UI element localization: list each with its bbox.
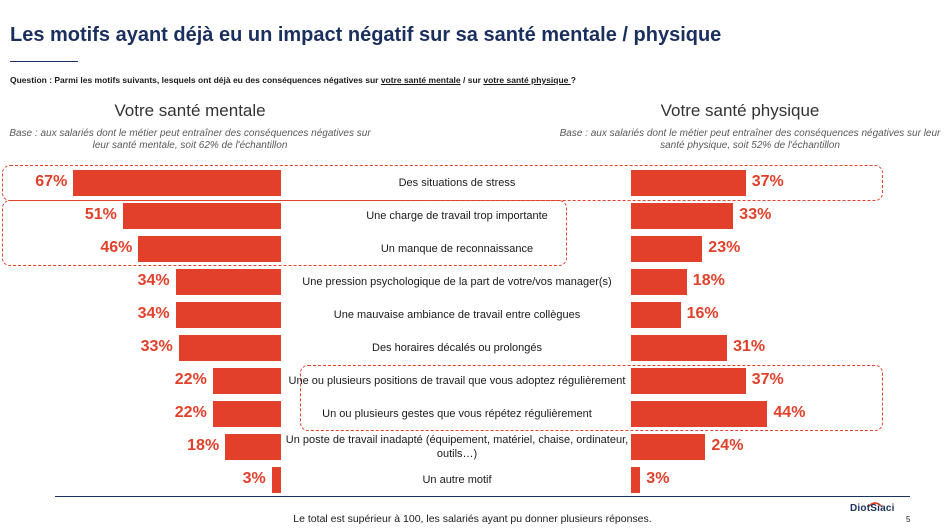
bar-mental — [73, 170, 281, 196]
title-underline — [10, 61, 78, 62]
value-label-physical: 37% — [751, 371, 784, 388]
bar-physical — [631, 236, 703, 262]
bar-mental — [212, 401, 281, 427]
logo-mark-icon — [868, 502, 882, 507]
value-label-physical: 37% — [751, 173, 784, 190]
category-label: Un autre motif — [422, 474, 492, 486]
value-label-mental: 33% — [140, 338, 173, 355]
page-title: Les motifs ayant déjà eu un impact négat… — [10, 24, 722, 46]
value-label-mental: 18% — [187, 437, 220, 454]
category-label: Un ou plusieurs gestes que vous répétez … — [322, 408, 592, 420]
value-label-mental: 51% — [84, 206, 117, 223]
right-panel-title: Votre santé physique — [660, 101, 820, 120]
page-number: 5 — [906, 515, 911, 524]
bar-physical — [631, 368, 746, 394]
logo: DiotSiaci — [850, 503, 895, 514]
left-panel-base: Base : aux salariés dont le métier peut … — [9, 128, 371, 151]
value-label-physical: 44% — [773, 404, 806, 421]
value-label-physical: 23% — [708, 239, 741, 256]
question-text: Question : Parmi les motifs suivants, le… — [10, 75, 576, 85]
category-label: Une mauvaise ambiance de travail entre c… — [333, 309, 581, 321]
value-label-mental: 34% — [137, 305, 170, 322]
value-label-mental: 67% — [35, 173, 68, 190]
footer-divider — [55, 496, 910, 497]
right-panel-base: Base : aux salariés dont le métier peut … — [559, 128, 941, 151]
bar-mental — [212, 368, 281, 394]
bar-physical — [631, 467, 641, 493]
left-panel-title: Votre santé mentale — [114, 101, 266, 120]
value-label-physical: 18% — [692, 272, 725, 289]
bar-mental — [138, 236, 281, 262]
value-label-mental: 3% — [242, 470, 266, 487]
category-label: Un manque de reconnaissance — [380, 243, 534, 255]
category-label: Une charge de travail trop importante — [366, 210, 548, 222]
value-label-physical: 31% — [733, 338, 766, 355]
chart-row: 22% Une ou plusieurs positions de travail… — [0, 368, 945, 394]
value-label-mental: 22% — [174, 404, 207, 421]
bar-mental — [271, 467, 281, 493]
chart-row: 3% Un autre motif 3% — [0, 467, 945, 493]
chart-row: 22% Un ou plusieurs gestes que vous répét… — [0, 401, 945, 427]
bar-physical — [631, 401, 768, 427]
value-label-physical: 16% — [686, 305, 719, 322]
value-label-physical: 24% — [711, 437, 744, 454]
chart-row: 34% Une mauvaise ambiance de travail entr… — [0, 302, 945, 328]
category-label: Des situations de stress — [398, 177, 516, 189]
bar-physical — [631, 203, 734, 229]
bar-mental — [175, 302, 281, 328]
bar-mental — [178, 335, 281, 361]
question-underline-physical: votre santé physique — [483, 75, 571, 85]
value-label-physical: 33% — [739, 206, 772, 223]
question-suffix: ? — [570, 75, 576, 85]
bar-physical — [631, 302, 681, 328]
bar-physical — [631, 170, 746, 196]
bar-physical — [631, 335, 728, 361]
chart-row: 18% Un poste de travail inadapté (équipem… — [0, 434, 945, 460]
bar-physical — [631, 269, 687, 295]
question-middle: / sur — [460, 75, 484, 85]
value-label-mental: 34% — [137, 272, 170, 289]
bar-mental — [225, 434, 281, 460]
category-label: Des horaires décalés ou prolongés — [372, 342, 542, 354]
value-label-physical: 3% — [646, 470, 670, 487]
category-label: Un poste de travail inadapté (équipement… — [285, 434, 629, 460]
chart-row: 51% Une charge de travail trop importante… — [0, 203, 945, 229]
value-label-mental: 22% — [174, 371, 207, 388]
question-underline-mental: votre santé mentale — [380, 75, 461, 85]
chart-row: 67% Des situations de stress 37% — [0, 170, 945, 196]
bar-mental — [175, 269, 281, 295]
chart-row: 33% Des horaires décalés ou prolongés 31% — [0, 335, 945, 361]
value-label-mental: 46% — [100, 239, 133, 256]
footnote: Le total est supérieur à 100, les salari… — [293, 513, 652, 525]
chart-row: 46% Un manque de reconnaissance 23% — [0, 236, 945, 262]
bar-physical — [631, 434, 706, 460]
question-prefix: Question : Parmi les motifs suivants, le… — [10, 75, 381, 85]
category-label: Une ou plusieurs positions de travail qu… — [288, 375, 626, 387]
category-label: Une pression psychologique de la part de… — [302, 276, 612, 288]
bar-mental — [122, 203, 281, 229]
chart-row: 34% Une pression psychologique de la part… — [0, 269, 945, 295]
